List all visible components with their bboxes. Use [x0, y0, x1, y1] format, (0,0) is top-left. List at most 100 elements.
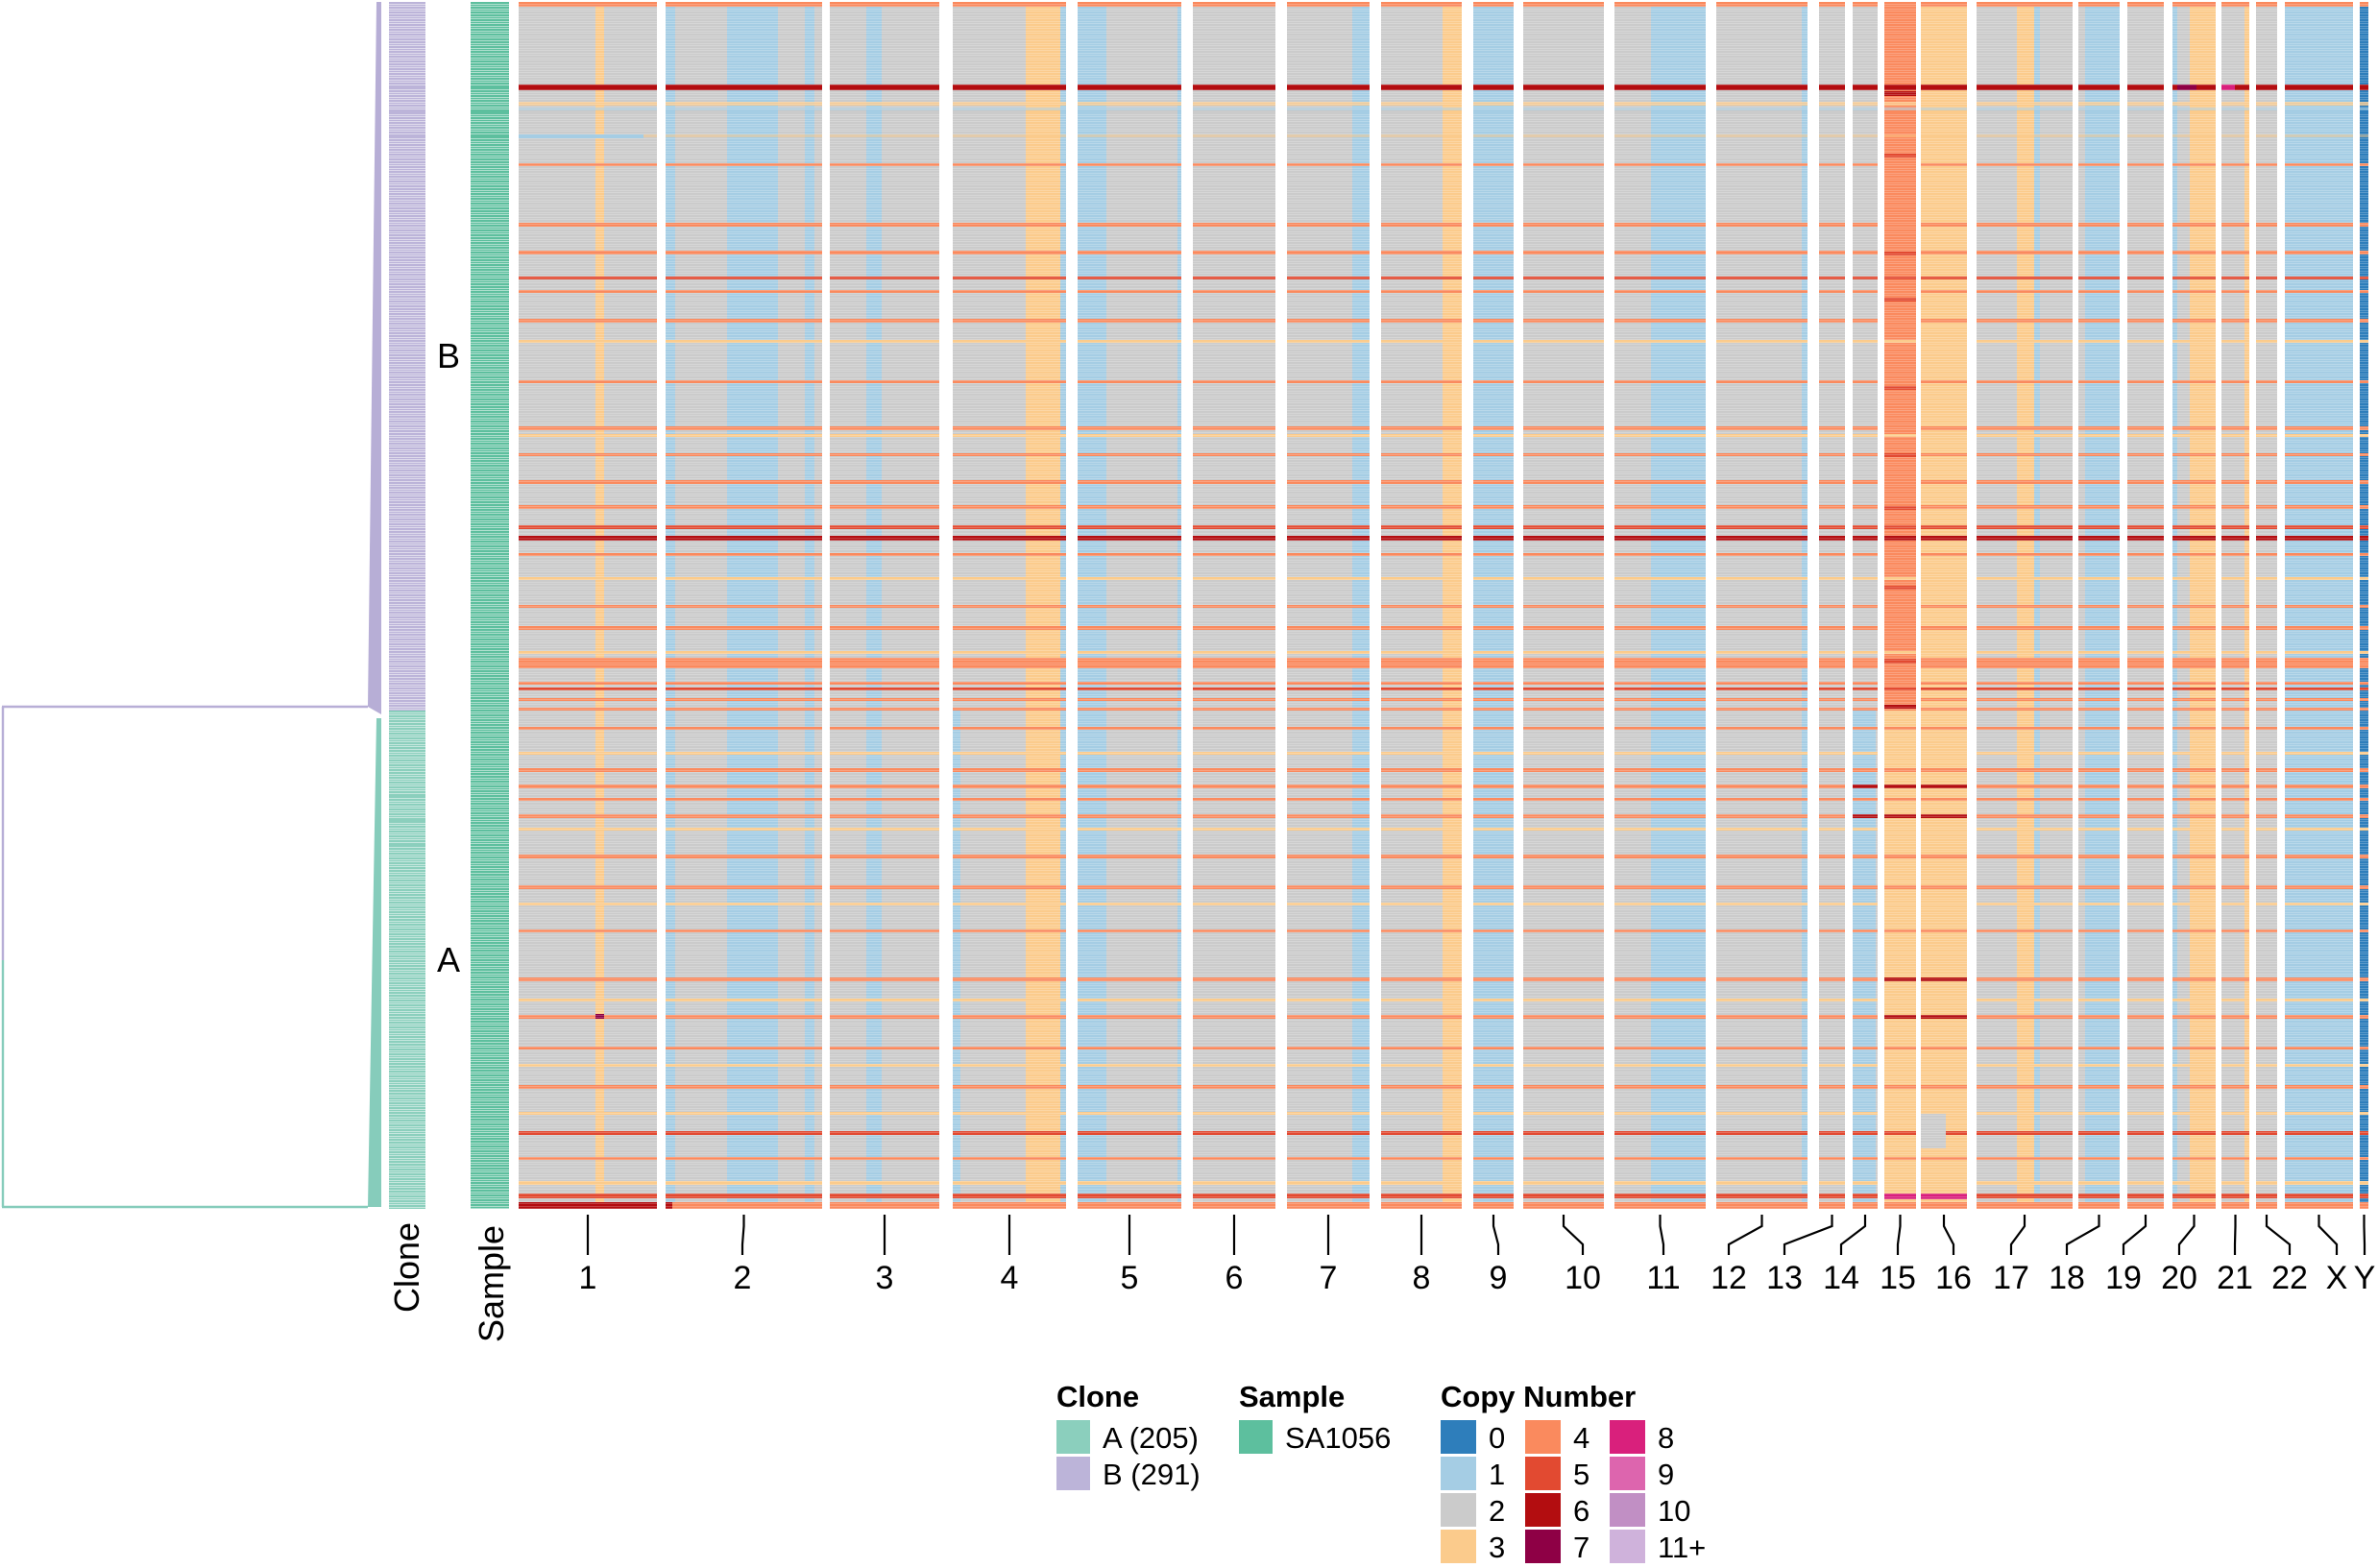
legend-cn-item-5-swatch [1525, 1457, 1561, 1490]
chromosome-label-3: 3 [875, 1260, 894, 1296]
cn-event-row-cn4 [519, 798, 2368, 801]
cn-event-row-cn3 [519, 102, 2368, 106]
heatmap-column-chr5-cloneA-cn2 [1106, 711, 1177, 1209]
heatmap-column-chr19-cloneB-cn2 [2127, 2, 2164, 711]
heatmap-column-chr12-cloneB-cn2 [1716, 2, 1803, 711]
heatmap-column-chr2-cloneA-cn2 [813, 711, 822, 1209]
heatmap-column-chr1-cloneB-cn3 [594, 2, 604, 711]
heatmap-column-chrY-cloneB-cn0 [2360, 2, 2368, 711]
chromosome-gutter-15-16 [1916, 0, 1921, 1212]
chromosome-label-10: 10 [1565, 1260, 1601, 1296]
cn-event-row-cn4 [519, 251, 2368, 254]
legend-cn-item-1-label: 1 [1489, 1458, 1506, 1491]
legend-cn-item-8-swatch [1610, 1420, 1645, 1454]
cn-event-row-cn3 [519, 651, 2368, 654]
chromosome-label-19: 19 [2105, 1260, 2142, 1296]
heatmap-column-chr21-cloneA-cn2 [2221, 711, 2245, 1209]
cn-event-row-cn4 [519, 1015, 2368, 1019]
heatmap-column-chr2-cloneA-cn1 [726, 711, 778, 1209]
sample-axis-label: Sample [472, 1224, 511, 1343]
right-margin-mask [2368, 0, 2378, 1212]
cn-event-row-cn4 [519, 1085, 2368, 1089]
cn-event-row-cn4 [519, 1202, 2368, 1209]
chromosome-label-21: 21 [2217, 1260, 2253, 1296]
cn-event-row-cn3 [519, 752, 2368, 755]
heatmap-column-chr20-cloneA-cn1 [2172, 711, 2177, 1209]
chromosome-gutter-18-19 [2120, 0, 2127, 1212]
heatmap-column-chr2-cloneA-cn1 [805, 711, 814, 1209]
heatmap-column-chr22-cloneB-cn2 [2256, 2, 2277, 711]
heatmap-column-chr4-cloneA-cn1 [1060, 711, 1066, 1209]
cn-mark-cn6 [1853, 784, 1967, 788]
cn-mark-cn5 [1884, 586, 1916, 590]
legend-sample-item-0-swatch [1239, 1420, 1273, 1454]
cn-event-row-cn3 [519, 577, 2368, 580]
heatmap-column-chr7-cloneB-cn1 [1351, 2, 1370, 711]
cn-event-row-cn4 [519, 1157, 2368, 1160]
chromosome-gutter-21-22 [2249, 0, 2256, 1212]
cn-event-row-cn4 [519, 885, 2368, 889]
chromosome-gutter-3-4 [939, 0, 953, 1212]
legend-cn-item-5-label: 5 [1573, 1458, 1590, 1491]
cn-mark-cn8 [2221, 84, 2235, 90]
legend-clone-item-1-swatch [1056, 1457, 1090, 1490]
heatmap-column-chr9-cloneB-cn1 [1473, 2, 1514, 711]
heatmap-column-chr15-cloneA-cn3 [1884, 711, 1916, 1209]
chromosome-gutter-7-8 [1370, 0, 1381, 1212]
heatmap-column-chr1-cloneB-cn2 [603, 2, 657, 711]
heatmap-column-chr3-cloneA-cn1 [865, 711, 883, 1209]
chromosome-gutter-13-14 [1845, 0, 1853, 1212]
heatmap-column-chr20-cloneA-cn2 [2176, 711, 2190, 1209]
chromosome-gutter-17-18 [2073, 0, 2078, 1212]
chromosome-label-20: 20 [2161, 1260, 2197, 1296]
cn-event-row-cn4 [519, 727, 2368, 730]
heatmap-column-chr8-cloneB-cn3 [1442, 2, 1462, 711]
legend-cn-item-1-swatch [1441, 1457, 1476, 1490]
heatmap-column-chr17-cloneB-cn2 [2040, 2, 2073, 711]
heatmap-column-chr5-cloneB-cn2 [1106, 2, 1177, 711]
cn-event-row-cn4 [519, 814, 2368, 818]
cn-event-row-cn5 [519, 277, 2368, 279]
heatmap-column-chrX-cloneA-cn1 [2285, 711, 2353, 1209]
chromosome-label-9: 9 [1489, 1260, 1508, 1296]
heatmap-column-chr4-cloneB-cn1 [1060, 2, 1066, 711]
heatmap-column-chr2-cloneB-cn1 [805, 2, 814, 711]
cn-event-row-cn3 [519, 903, 2368, 905]
heatmap-column-chr1-cloneA-cn2 [603, 711, 657, 1209]
heatmap-column-chr17-cloneB-cn1 [2034, 2, 2040, 711]
legend-copy-number-title: Copy Number [1441, 1380, 1637, 1413]
heatmap-column-chr13-cloneA-cn2 [1819, 711, 1845, 1209]
chromosome-gutter-2-3 [822, 0, 830, 1212]
legend-cn-item-8-label: 8 [1658, 1421, 1675, 1455]
chromosome-gutter-11-12 [1706, 0, 1716, 1212]
cn-mark-cn6 [1853, 814, 1967, 818]
heatmap-column-chr17-cloneA-cn2 [1977, 711, 2017, 1209]
legend-cn-item-3-swatch [1441, 1530, 1476, 1563]
chromosome-gutter-22-X [2277, 0, 2285, 1212]
heatmap-column-chr3-cloneB-cn1 [865, 2, 883, 711]
clone-label-A: A [436, 939, 461, 979]
chromosome-label-17: 17 [1993, 1260, 2029, 1296]
heatmap-column-chr2-cloneB-cn2 [813, 2, 822, 711]
legend-cn-item-9-swatch [1610, 1457, 1645, 1490]
legend-clone-item-1-label: B (291) [1103, 1458, 1201, 1491]
cn-event-row-cn6 [519, 536, 2368, 541]
heatmap-column-chr4-cloneA-cn3 [1026, 711, 1061, 1209]
heatmap-column-chr12-cloneA-cn1 [1802, 711, 1808, 1209]
heatmap-column-chr20-cloneB-cn2 [2176, 2, 2190, 711]
heatmap-column-chr10-cloneA-cn2 [1523, 711, 1604, 1209]
cn-event-row-cn5 [519, 1131, 2368, 1135]
heatmap-column-chr20-cloneB-cn1 [2172, 2, 2177, 711]
cn-mark-cn5 [1884, 659, 1916, 663]
heatmap-column-chr2-cloneB-cn2 [777, 2, 806, 711]
heatmap-column-chr6-cloneB-cn2 [1193, 2, 1275, 711]
cn-event-row-cn3 [519, 1064, 2368, 1067]
legend-cn-item-0-swatch [1441, 1420, 1476, 1454]
cn-event-row-cn4 [519, 658, 2368, 668]
heatmap-column-chr17-cloneB-cn2 [1977, 2, 2017, 711]
heatmap-column-chr10-cloneB-cn2 [1523, 2, 1604, 711]
clone-label-B: B [436, 336, 461, 375]
heatmap-column-chr19-cloneA-cn2 [2127, 711, 2164, 1209]
heatmap-column-chr3-cloneA-cn2 [882, 711, 939, 1209]
heatmap-column-chr7-cloneA-cn2 [1287, 711, 1352, 1209]
